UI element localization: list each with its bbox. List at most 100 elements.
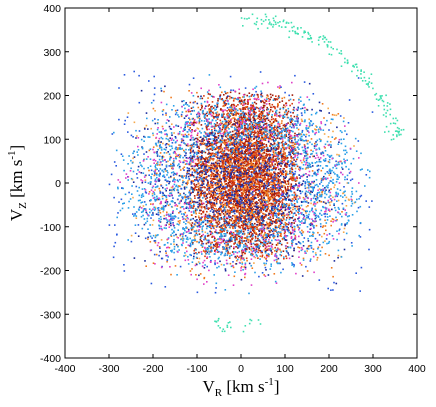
data-point [332,218,335,221]
data-point [198,162,200,165]
data-point [175,153,177,155]
data-point [211,241,213,244]
data-point [259,175,262,178]
data-point [232,114,234,116]
data-point [241,174,244,177]
data-point [254,243,256,246]
data-point [281,97,283,100]
data-point [266,106,268,109]
data-point [197,207,200,209]
data-point [217,100,219,102]
data-point [290,185,293,187]
data-point [251,167,254,169]
data-point [196,163,198,165]
data-point [276,148,279,150]
data-point [293,177,295,179]
data-point [158,147,161,150]
data-point [346,182,349,184]
data-point [194,162,197,165]
data-point [197,189,200,192]
data-point [238,108,241,110]
data-point [213,227,215,230]
data-point [216,169,218,171]
data-point [204,213,207,216]
data-point [156,145,158,147]
data-point [314,252,317,254]
data-point [257,160,259,162]
data-point [244,156,247,159]
data-point [249,128,251,131]
data-point [271,116,273,118]
data-point [253,154,255,156]
data-point [276,261,278,263]
data-point [263,177,265,179]
data-point [222,161,224,163]
data-point [289,161,292,163]
data-point [223,153,226,155]
data-point [244,160,247,163]
data-point [274,118,277,120]
data-point [208,165,211,167]
data-point [191,225,193,227]
data-point [297,128,300,131]
data-point [253,180,255,182]
data-point [226,223,228,226]
data-point [199,108,202,111]
data-point [216,118,219,120]
data-point [259,112,261,115]
data-point [296,205,299,208]
data-point [210,242,212,245]
data-point [214,161,217,164]
data-point [284,187,287,190]
data-point [253,196,256,198]
data-point [246,203,248,205]
data-point [203,179,205,182]
data-point [301,161,303,164]
data-point [245,218,248,221]
data-point [195,183,198,186]
data-point [286,171,288,174]
data-point [235,141,238,143]
data-point [263,165,266,168]
data-point [194,211,197,214]
data-point [226,161,229,164]
data-point [287,122,289,124]
data-point [205,156,207,159]
data-point [282,117,284,119]
data-point [278,202,280,205]
data-point [237,161,240,164]
data-point [249,98,251,101]
data-point [213,225,216,227]
data-point [275,158,278,160]
data-point [136,135,138,137]
data-point [246,188,249,191]
data-point [227,137,229,140]
data-point [171,123,173,125]
data-point [292,99,295,101]
data-point [228,173,230,175]
data-point [272,212,274,215]
data-point [204,251,206,253]
data-point [229,135,231,137]
data-point [278,87,281,89]
data-point [290,115,292,117]
data-point [224,173,227,175]
data-point [256,123,259,126]
data-point [237,242,240,244]
data-point [238,177,241,180]
data-point [246,177,249,179]
data-point [200,104,203,107]
data-point [204,186,206,189]
data-point [225,180,227,182]
data-point [229,194,232,197]
data-point [291,226,294,229]
data-point [201,216,203,218]
data-point [217,217,219,220]
data-point [236,229,239,232]
data-point [275,189,278,192]
data-point [230,182,233,185]
data-point [214,124,217,126]
data-point [223,230,225,232]
data-point [240,103,242,105]
data-point [202,157,205,160]
